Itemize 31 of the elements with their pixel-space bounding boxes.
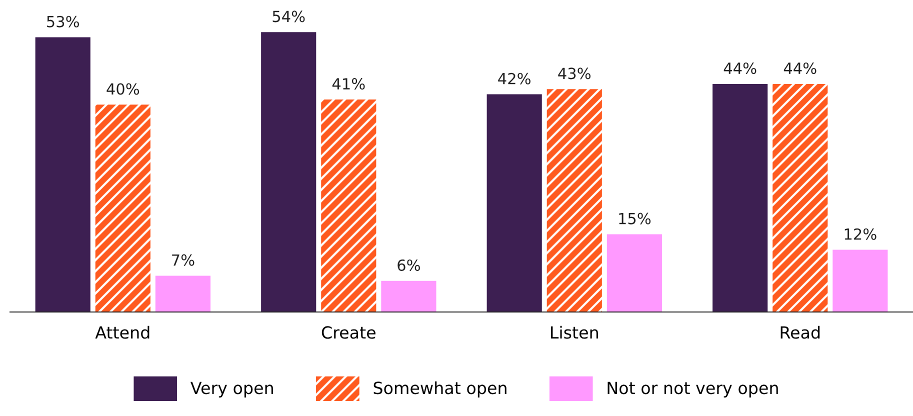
bar xyxy=(95,104,150,312)
data-label: 43% xyxy=(558,68,591,80)
data-label: 44% xyxy=(784,62,816,74)
legend-label: Not or not very open xyxy=(608,382,778,398)
data-label: 54% xyxy=(272,10,305,22)
bar xyxy=(772,84,828,312)
x-tick-label: Read xyxy=(780,326,820,339)
x-tick-label: Listen xyxy=(551,326,598,339)
bar xyxy=(155,276,210,312)
data-label: 41% xyxy=(332,78,365,90)
data-label: 6% xyxy=(398,259,420,271)
data-label: 7% xyxy=(172,254,194,266)
data-label: 12% xyxy=(844,228,876,240)
bar xyxy=(606,234,662,312)
data-label: 40% xyxy=(106,83,140,95)
legend-label: Somewhat open xyxy=(374,381,506,398)
bar xyxy=(486,94,542,312)
bar xyxy=(381,280,436,312)
x-tick-label: Create xyxy=(322,326,376,339)
bar xyxy=(832,250,888,312)
legend-label: Very open xyxy=(190,382,273,398)
data-label: 15% xyxy=(619,212,651,224)
bar xyxy=(321,99,376,312)
data-label: 44% xyxy=(724,62,756,74)
data-label: 53% xyxy=(47,16,79,28)
bar xyxy=(712,84,768,312)
x-tick-label: Attend xyxy=(95,326,150,339)
bar xyxy=(261,32,316,312)
bar xyxy=(35,37,90,312)
bar xyxy=(546,89,602,312)
data-label: 42% xyxy=(498,72,530,84)
